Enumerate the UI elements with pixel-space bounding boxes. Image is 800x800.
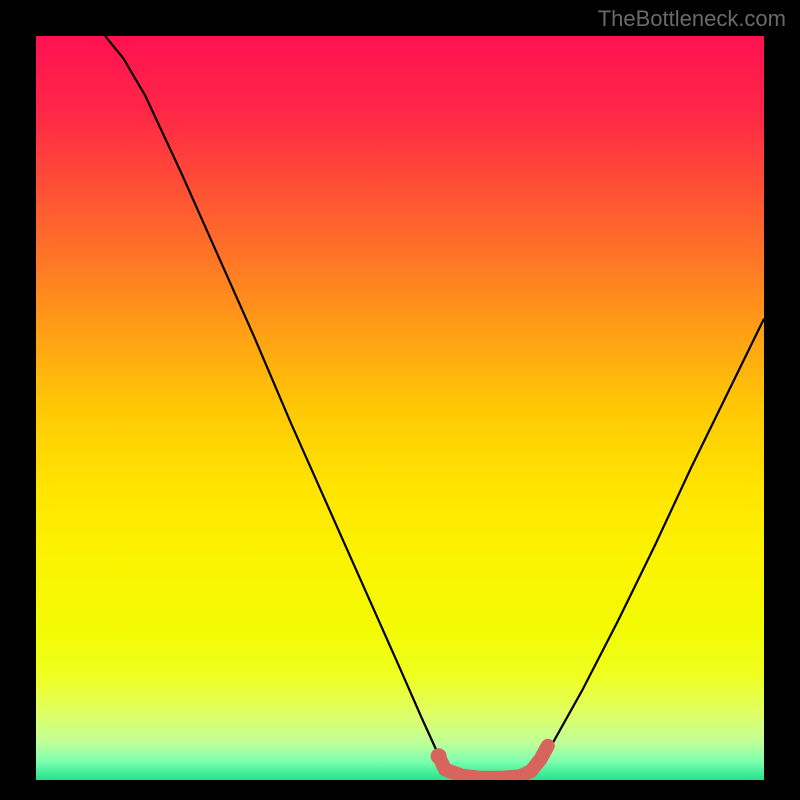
chart-container: TheBottleneck.com — [0, 0, 800, 800]
chart-svg — [36, 36, 764, 780]
highlight-dot — [431, 748, 447, 764]
plot-area — [36, 36, 764, 780]
watermark-text: TheBottleneck.com — [598, 6, 786, 32]
